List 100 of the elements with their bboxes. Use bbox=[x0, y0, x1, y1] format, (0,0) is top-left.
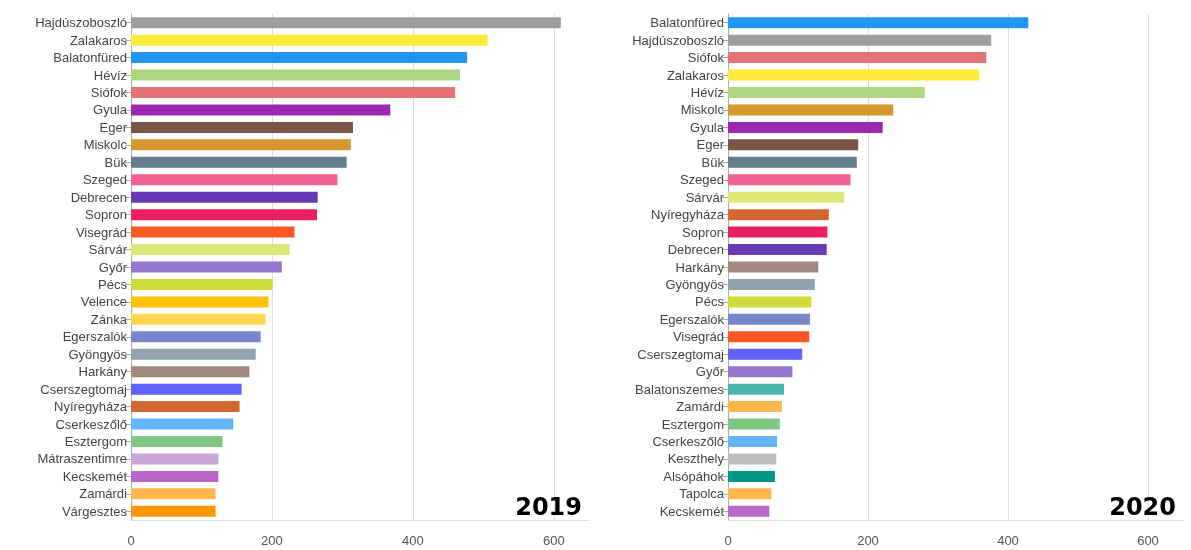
y-tick-label: Sárvár bbox=[88, 242, 128, 258]
y-tick-label: Hajdúszoboszló bbox=[35, 15, 127, 31]
bar bbox=[728, 226, 828, 238]
bar bbox=[131, 87, 456, 99]
bar bbox=[728, 139, 859, 151]
y-tick-label: Kecskemét bbox=[659, 503, 725, 519]
y-tick-label: Bük bbox=[701, 154, 725, 170]
x-tick-label: 200 bbox=[857, 533, 879, 548]
y-tick-label: Cserkeszőlő bbox=[55, 416, 127, 432]
y-tick-label: Harkány bbox=[78, 364, 128, 380]
y-tick-label: Zalakaros bbox=[666, 67, 725, 83]
bar bbox=[728, 488, 772, 500]
y-tick-label: Miskolc bbox=[680, 102, 725, 118]
y-tick-label: Pécs bbox=[695, 294, 725, 310]
bar bbox=[728, 505, 770, 517]
bar bbox=[131, 156, 347, 168]
bar bbox=[728, 278, 815, 290]
y-tick-label: Cserszegtomaj bbox=[40, 381, 128, 397]
y-tick-label: Egerszalók bbox=[659, 311, 725, 327]
bar bbox=[728, 313, 810, 325]
y-tick-label: Balatonfüred bbox=[650, 15, 724, 31]
bar bbox=[728, 156, 857, 168]
bar bbox=[728, 453, 777, 465]
text: 2019 bbox=[515, 493, 582, 521]
bar bbox=[131, 34, 488, 46]
y-tick-label: Miskolc bbox=[83, 137, 128, 153]
bar bbox=[131, 348, 256, 360]
bar bbox=[728, 470, 775, 482]
y-tick-label: Zalakaros bbox=[69, 32, 128, 48]
y-tick-label: Hévíz bbox=[690, 85, 724, 101]
y-tick-label: Harkány bbox=[675, 259, 725, 275]
y-tick-label: Zamárdi bbox=[676, 399, 725, 415]
y-tick-label: Cserkeszőlő bbox=[652, 433, 724, 449]
bar bbox=[131, 209, 318, 221]
bar bbox=[131, 313, 266, 325]
y-tick-label: Sárvár bbox=[685, 189, 725, 205]
bar bbox=[131, 453, 219, 465]
bar bbox=[131, 191, 318, 203]
x-tick-label: 0 bbox=[724, 533, 732, 548]
y-tick-label: Hajdúszoboszló bbox=[632, 32, 724, 48]
bar bbox=[131, 278, 273, 290]
bar bbox=[131, 121, 353, 133]
y-tick-label: Esztergom bbox=[64, 433, 127, 449]
y-tick-label: Győr bbox=[98, 259, 128, 275]
y-tick-label: Bük bbox=[104, 154, 128, 170]
bar bbox=[728, 348, 803, 360]
y-tick-label: Nyíregyháza bbox=[651, 207, 725, 223]
bar bbox=[728, 366, 793, 378]
x-tick-label: 400 bbox=[997, 533, 1019, 548]
y-tick-label: Hévíz bbox=[93, 67, 127, 83]
bar bbox=[131, 418, 234, 430]
bar bbox=[728, 174, 851, 186]
bar bbox=[131, 69, 461, 81]
y-tick-label: Velence bbox=[80, 294, 127, 310]
bar bbox=[728, 418, 780, 430]
bar bbox=[131, 296, 269, 308]
bar bbox=[728, 435, 777, 447]
bar bbox=[728, 87, 925, 99]
y-tick-label: Zánka bbox=[90, 311, 128, 327]
bar bbox=[131, 383, 242, 395]
y-tick-label: Cserszegtomaj bbox=[637, 346, 725, 362]
y-tick-label: Eger bbox=[696, 137, 725, 153]
y-tick-label: Győr bbox=[695, 364, 725, 380]
bar bbox=[131, 488, 216, 500]
bar bbox=[131, 104, 391, 116]
bar bbox=[728, 121, 883, 133]
y-tick-label: Gyöngyös bbox=[665, 276, 725, 292]
y-tick-label: Balatonszemes bbox=[635, 381, 725, 397]
y-tick-label: Siófok bbox=[687, 50, 725, 66]
y-tick-label: Pécs bbox=[98, 276, 128, 292]
bar bbox=[131, 435, 223, 447]
bar bbox=[131, 244, 290, 256]
y-tick-label: Visegrád bbox=[672, 329, 724, 345]
y-tick-label: Esztergom bbox=[661, 416, 724, 432]
x-tick-label: 600 bbox=[542, 533, 565, 548]
bar bbox=[728, 296, 812, 308]
bar bbox=[728, 261, 819, 273]
y-tick-label: Egerszalók bbox=[62, 329, 128, 345]
y-tick-label: Tapolca bbox=[679, 486, 725, 502]
y-tick-label: Alsópáhok bbox=[663, 468, 725, 484]
y-tick-label: Sopron bbox=[682, 224, 724, 240]
text: 2020 bbox=[1109, 493, 1176, 521]
y-tick-label: Eger bbox=[99, 119, 128, 135]
bar bbox=[728, 209, 829, 221]
y-tick-label: Zamárdi bbox=[79, 486, 128, 502]
x-tick-label: 400 bbox=[401, 533, 424, 548]
bar bbox=[131, 174, 338, 186]
bar bbox=[728, 331, 810, 343]
bar bbox=[131, 226, 295, 238]
y-tick-label: Gyöngyös bbox=[68, 346, 128, 362]
bar bbox=[131, 401, 240, 413]
bar bbox=[728, 191, 845, 203]
bar bbox=[131, 261, 282, 273]
x-tick-label: 0 bbox=[127, 533, 135, 548]
bar bbox=[131, 366, 250, 378]
bar bbox=[131, 331, 261, 343]
y-tick-label: Szeged bbox=[82, 172, 127, 188]
bar bbox=[728, 244, 827, 256]
bar bbox=[131, 505, 216, 517]
y-tick-label: Siófok bbox=[90, 85, 128, 101]
